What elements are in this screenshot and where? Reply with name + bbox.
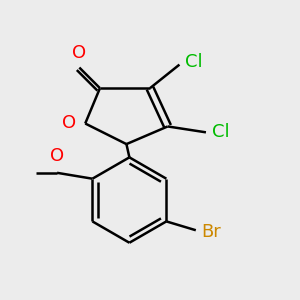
Text: O: O bbox=[62, 115, 76, 133]
Text: Cl: Cl bbox=[185, 53, 203, 71]
Text: Cl: Cl bbox=[212, 123, 230, 141]
Text: O: O bbox=[72, 44, 86, 62]
Text: Br: Br bbox=[202, 223, 221, 241]
Text: O: O bbox=[50, 148, 64, 166]
